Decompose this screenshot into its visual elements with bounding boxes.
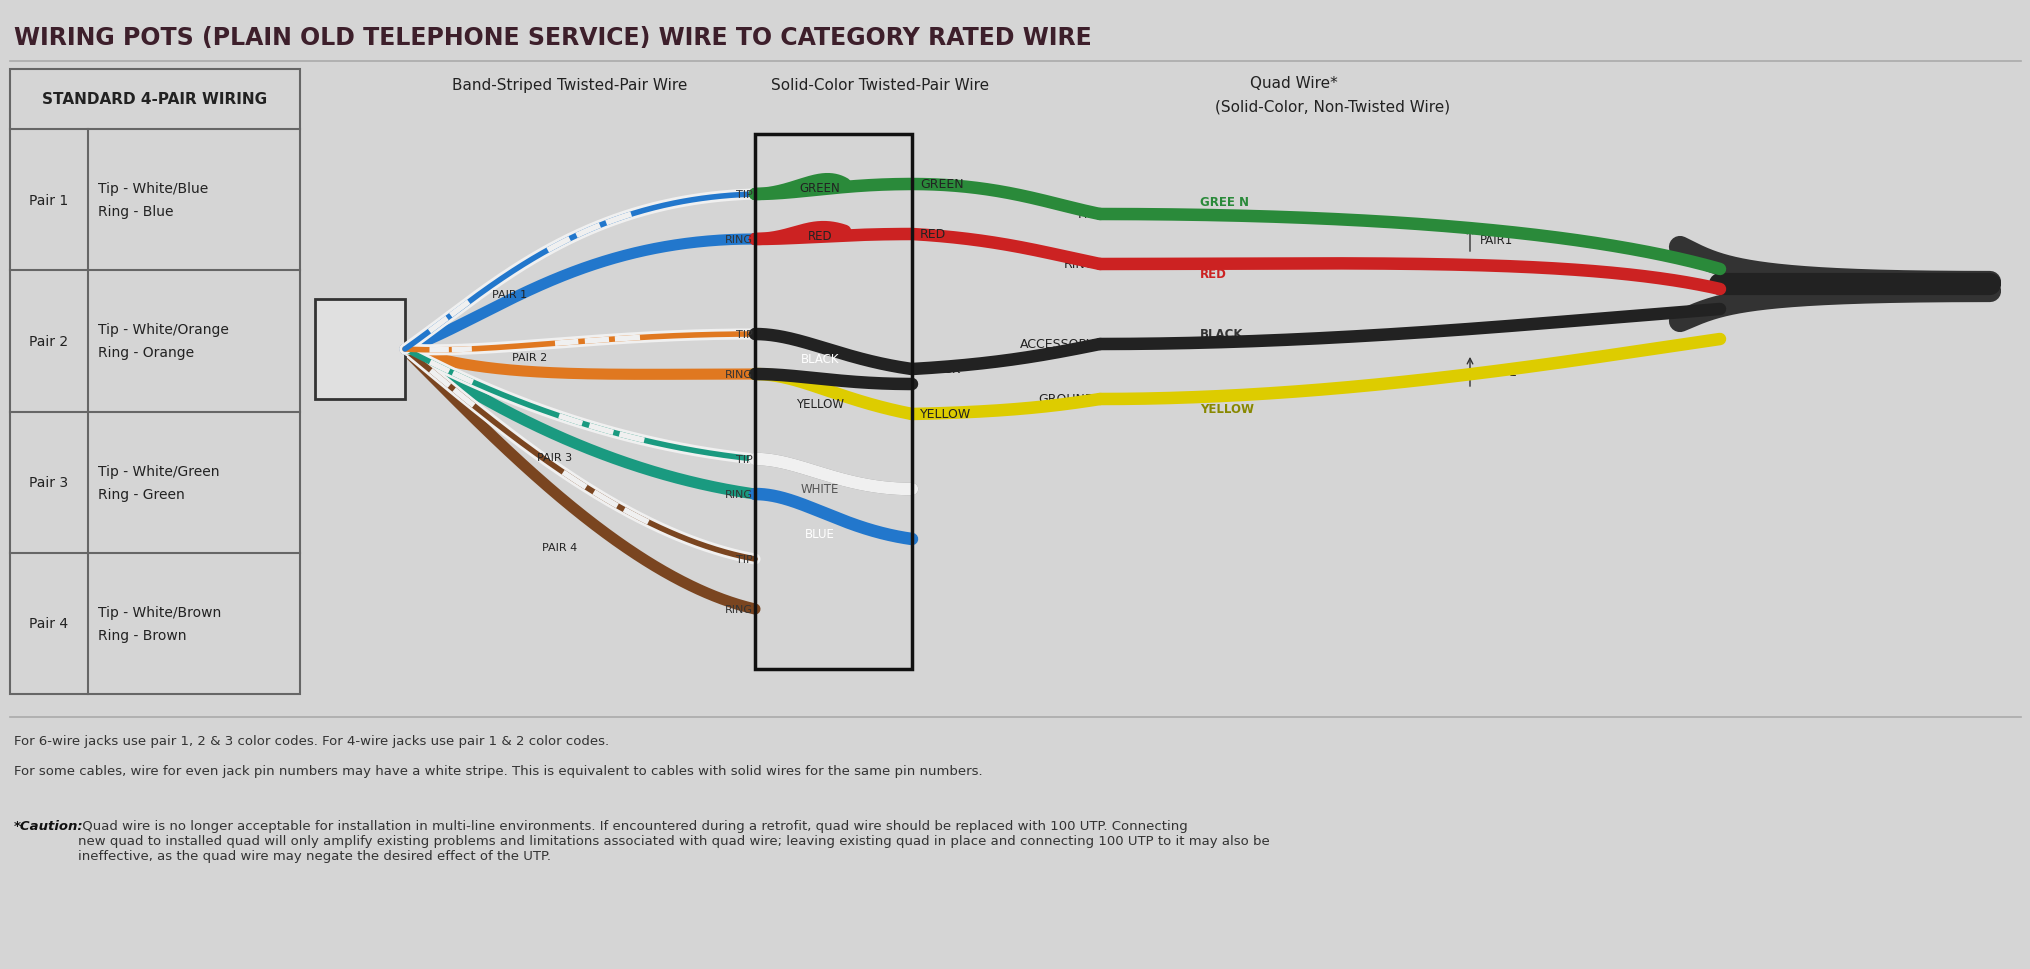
Text: RED: RED — [808, 231, 832, 243]
Text: GREEN: GREEN — [920, 178, 962, 191]
Text: TIP: TIP — [737, 329, 753, 340]
Text: Pair 2: Pair 2 — [28, 334, 69, 349]
Text: BLACK: BLACK — [1200, 328, 1242, 341]
Text: PAIR1: PAIR1 — [1480, 234, 1512, 246]
Text: RED: RED — [920, 229, 946, 241]
Text: PAIR 1: PAIR 1 — [491, 290, 528, 299]
Text: WIRING POTS (PLAIN OLD TELEPHONE SERVICE) WIRE TO CATEGORY RATED WIRE: WIRING POTS (PLAIN OLD TELEPHONE SERVICE… — [14, 26, 1092, 50]
Text: TIP: TIP — [737, 190, 753, 200]
Text: Solid-Color Twisted-Pair Wire: Solid-Color Twisted-Pair Wire — [771, 78, 989, 93]
Text: TIP: TIP — [737, 454, 753, 464]
Text: TIP: TIP — [1076, 208, 1094, 221]
Text: PAIR 2: PAIR 2 — [512, 353, 548, 362]
Text: For some cables, wire for even jack pin numbers may have a white stripe. This is: For some cables, wire for even jack pin … — [14, 765, 983, 778]
Text: GREEN: GREEN — [800, 181, 840, 195]
Text: RING: RING — [725, 489, 753, 499]
Text: BLACK: BLACK — [920, 363, 960, 376]
Text: RING: RING — [725, 369, 753, 380]
Text: Pair 3: Pair 3 — [28, 476, 69, 489]
Text: Tip - White/Orange
Ring - Orange: Tip - White/Orange Ring - Orange — [97, 323, 229, 359]
Text: YELLOW: YELLOW — [796, 398, 844, 411]
Text: TIP: TIP — [737, 554, 753, 564]
Text: PAIR 2: PAIR 2 — [1480, 365, 1516, 379]
Text: Band-Striped Twisted-Pair Wire: Band-Striped Twisted-Pair Wire — [453, 78, 688, 93]
Text: GROUND: GROUND — [1037, 393, 1094, 406]
Bar — [315, 299, 404, 399]
Text: GREE N: GREE N — [1200, 197, 1248, 209]
Text: ACCESSORY: ACCESSORY — [1019, 338, 1094, 351]
Text: YELLOW: YELLOW — [1200, 403, 1253, 416]
Text: *Caution:: *Caution: — [14, 819, 83, 832]
Text: PAIR 3: PAIR 3 — [538, 453, 572, 462]
Bar — [755, 135, 911, 670]
Text: Quad Wire*: Quad Wire* — [1248, 76, 1338, 91]
Text: WHITE: WHITE — [800, 483, 838, 496]
Text: Quad wire is no longer acceptable for installation in multi-line environments. I: Quad wire is no longer acceptable for in… — [77, 819, 1269, 862]
Text: YELLOW: YELLOW — [920, 408, 970, 422]
Text: Pair 4: Pair 4 — [28, 616, 69, 631]
Text: Pair 1: Pair 1 — [28, 194, 69, 207]
Text: PAIR 4: PAIR 4 — [542, 543, 577, 552]
Bar — [10, 70, 300, 694]
Text: (Solid-Color, Non-Twisted Wire): (Solid-Color, Non-Twisted Wire) — [1214, 100, 1449, 115]
Text: RED: RED — [1200, 268, 1226, 281]
Text: For 6-wire jacks use pair 1, 2 & 3 color codes. For 4-wire jacks use pair 1 & 2 : For 6-wire jacks use pair 1, 2 & 3 color… — [14, 735, 609, 748]
Text: BLACK: BLACK — [800, 353, 838, 366]
Text: Tip - White/Blue
Ring - Blue: Tip - White/Blue Ring - Blue — [97, 182, 209, 219]
Text: BLUE: BLUE — [804, 528, 834, 541]
Text: RING: RING — [725, 605, 753, 614]
Text: RING: RING — [725, 234, 753, 245]
Text: Tip - White/Brown
Ring - Brown: Tip - White/Brown Ring - Brown — [97, 606, 221, 642]
Text: STANDARD 4-PAIR WIRING: STANDARD 4-PAIR WIRING — [43, 92, 268, 108]
Text: RING: RING — [1064, 258, 1094, 271]
Text: Tip - White/Green
Ring - Green: Tip - White/Green Ring - Green — [97, 464, 219, 501]
